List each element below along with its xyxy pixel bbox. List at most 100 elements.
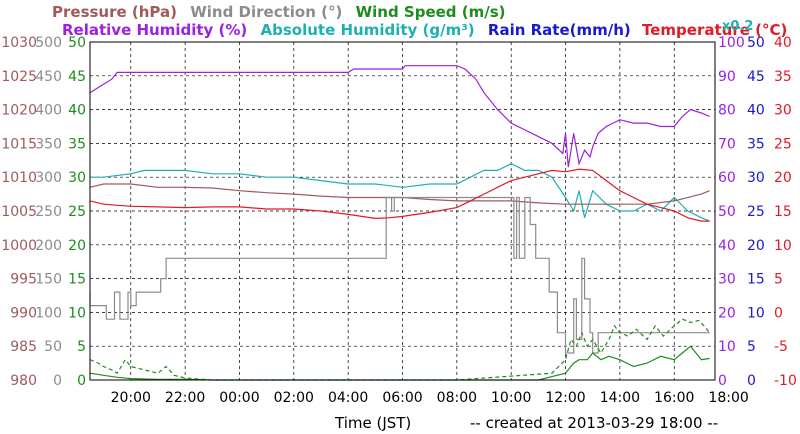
series-wind-speed [89,345,710,381]
x-axis-label: Time (JST) [334,414,411,432]
x-tick-label: 20:00 [111,390,151,406]
tick-wind-speed: 15 [68,272,86,288]
tick-pressure: 990 [10,305,37,321]
tick-humidity: 20 [718,305,736,321]
tick-humidity: 80 [718,103,736,119]
tick-temperature: 0 [774,305,783,321]
tick-wind-speed: 25 [68,204,86,220]
tick-humidity: 90 [718,69,736,85]
tick-pressure: 1020 [1,103,37,119]
x-tick-label: 08:00 [437,390,477,406]
series-layer [89,65,711,381]
tick-rain: 15 [747,272,765,288]
tick-temperature: 15 [774,204,792,220]
x-tick-label: 04:00 [328,390,368,406]
x-tick-label: 16:00 [654,390,694,406]
tick-rain: 50 [747,35,765,51]
tick-humidity: 0 [718,373,727,389]
x-tick-label: 18:00 [708,390,748,406]
tick-rain: 45 [747,69,765,85]
tick-wind-speed: 0 [77,373,86,389]
tick-pressure: 1025 [1,69,37,85]
legend-absolute-humidity: Absolute Humidity (g/m³) [261,21,475,39]
tick-humidity: 40 [718,238,736,254]
legend-relative-humidity: Relative Humidity (%) [62,21,247,39]
tick-wind-direction: 500 [35,35,62,51]
legend-rain-rate: Rain Rate(mm/h) [488,21,631,39]
tick-rain: 40 [747,103,765,119]
series-relative-humidity [89,65,710,168]
legend-temperature: Temperature (°C) [642,21,787,39]
tick-pressure: 985 [10,339,37,355]
tick-temperature: 20 [774,170,792,186]
legend-wind-speed: Wind Speed (m/s) [356,3,506,21]
footer-created: -- created at 2013-03-29 18:00 -- [470,414,718,432]
tick-wind-direction: 50 [44,339,62,355]
tick-rain: 30 [747,170,765,186]
grid [90,42,715,380]
legend-row-2: Relative Humidity (%) Absolute Humidity … [62,21,787,39]
series-wind-gust [89,318,711,381]
tick-pressure: 980 [10,373,37,389]
tick-rain: 35 [747,136,765,152]
x-tick-label: 00:00 [219,390,259,406]
tick-humidity: 60 [718,170,736,186]
tick-pressure: 1030 [1,35,37,51]
axis-tick-labels: 1030102510201015101010051000995990985980… [1,35,797,389]
tick-wind-direction: 250 [35,204,62,220]
tick-wind-direction: 0 [53,373,62,389]
tick-wind-direction: 450 [35,69,62,85]
tick-wind-direction: 150 [35,272,62,288]
x-tick-label: 22:00 [165,390,205,406]
tick-rain: 10 [747,305,765,321]
tick-wind-speed: 50 [68,35,86,51]
tick-temperature: 40 [774,35,792,51]
tick-wind-speed: 40 [68,103,86,119]
plot-frame [89,41,716,381]
tick-humidity: 10 [718,339,736,355]
tick-wind-direction: 400 [35,103,62,119]
series-temperature [89,168,710,222]
legend-scale-note: x0.2 [722,19,753,34]
tick-humidity: 100 [718,35,745,51]
legend-wind-direction: Wind Direction (°) [190,3,342,21]
x-tick-label: 14:00 [600,390,640,406]
tick-wind-speed: 20 [68,238,86,254]
tick-wind-speed: 30 [68,170,86,186]
tick-pressure: 1015 [1,136,37,152]
tick-rain: 20 [747,238,765,254]
x-tick-label: 02:00 [274,390,314,406]
tick-wind-direction: 100 [35,305,62,321]
tick-temperature: 35 [774,69,792,85]
x-tick-labels: 20:00 22:00 00:00 02:00 04:00 06:00 08:00 10:00… [111,390,749,406]
tick-temperature: 25 [774,136,792,152]
tick-temperature: -5 [774,339,788,355]
x-tick-label: 10:00 [491,390,531,406]
tick-humidity: 70 [718,136,736,152]
tick-pressure: 1000 [1,238,37,254]
tick-temperature: 5 [774,272,783,288]
tick-pressure: 995 [10,272,37,288]
tick-temperature: 30 [774,103,792,119]
tick-temperature: 10 [774,238,792,254]
series-wind-direction [89,196,710,354]
tick-wind-speed: 5 [77,339,86,355]
tick-humidity: 50 [718,204,736,220]
legend-pressure: Pressure (hPa) [52,3,177,21]
x-tick-label: 12:00 [545,390,585,406]
tick-temperature: -10 [774,373,797,389]
tick-wind-direction: 350 [35,136,62,152]
tick-rain: 0 [747,373,756,389]
tick-wind-direction: 300 [35,170,62,186]
tick-wind-speed: 35 [68,136,86,152]
tick-rain: 25 [747,204,765,220]
tick-rain: 5 [747,339,756,355]
tick-wind-speed: 45 [68,69,86,85]
x-tick-label: 06:00 [382,390,422,406]
tick-wind-direction: 200 [35,238,62,254]
tick-humidity: 30 [718,272,736,288]
tick-pressure: 1010 [1,170,37,186]
series-absolute-humidity [90,163,710,222]
tick-pressure: 1005 [1,204,37,220]
